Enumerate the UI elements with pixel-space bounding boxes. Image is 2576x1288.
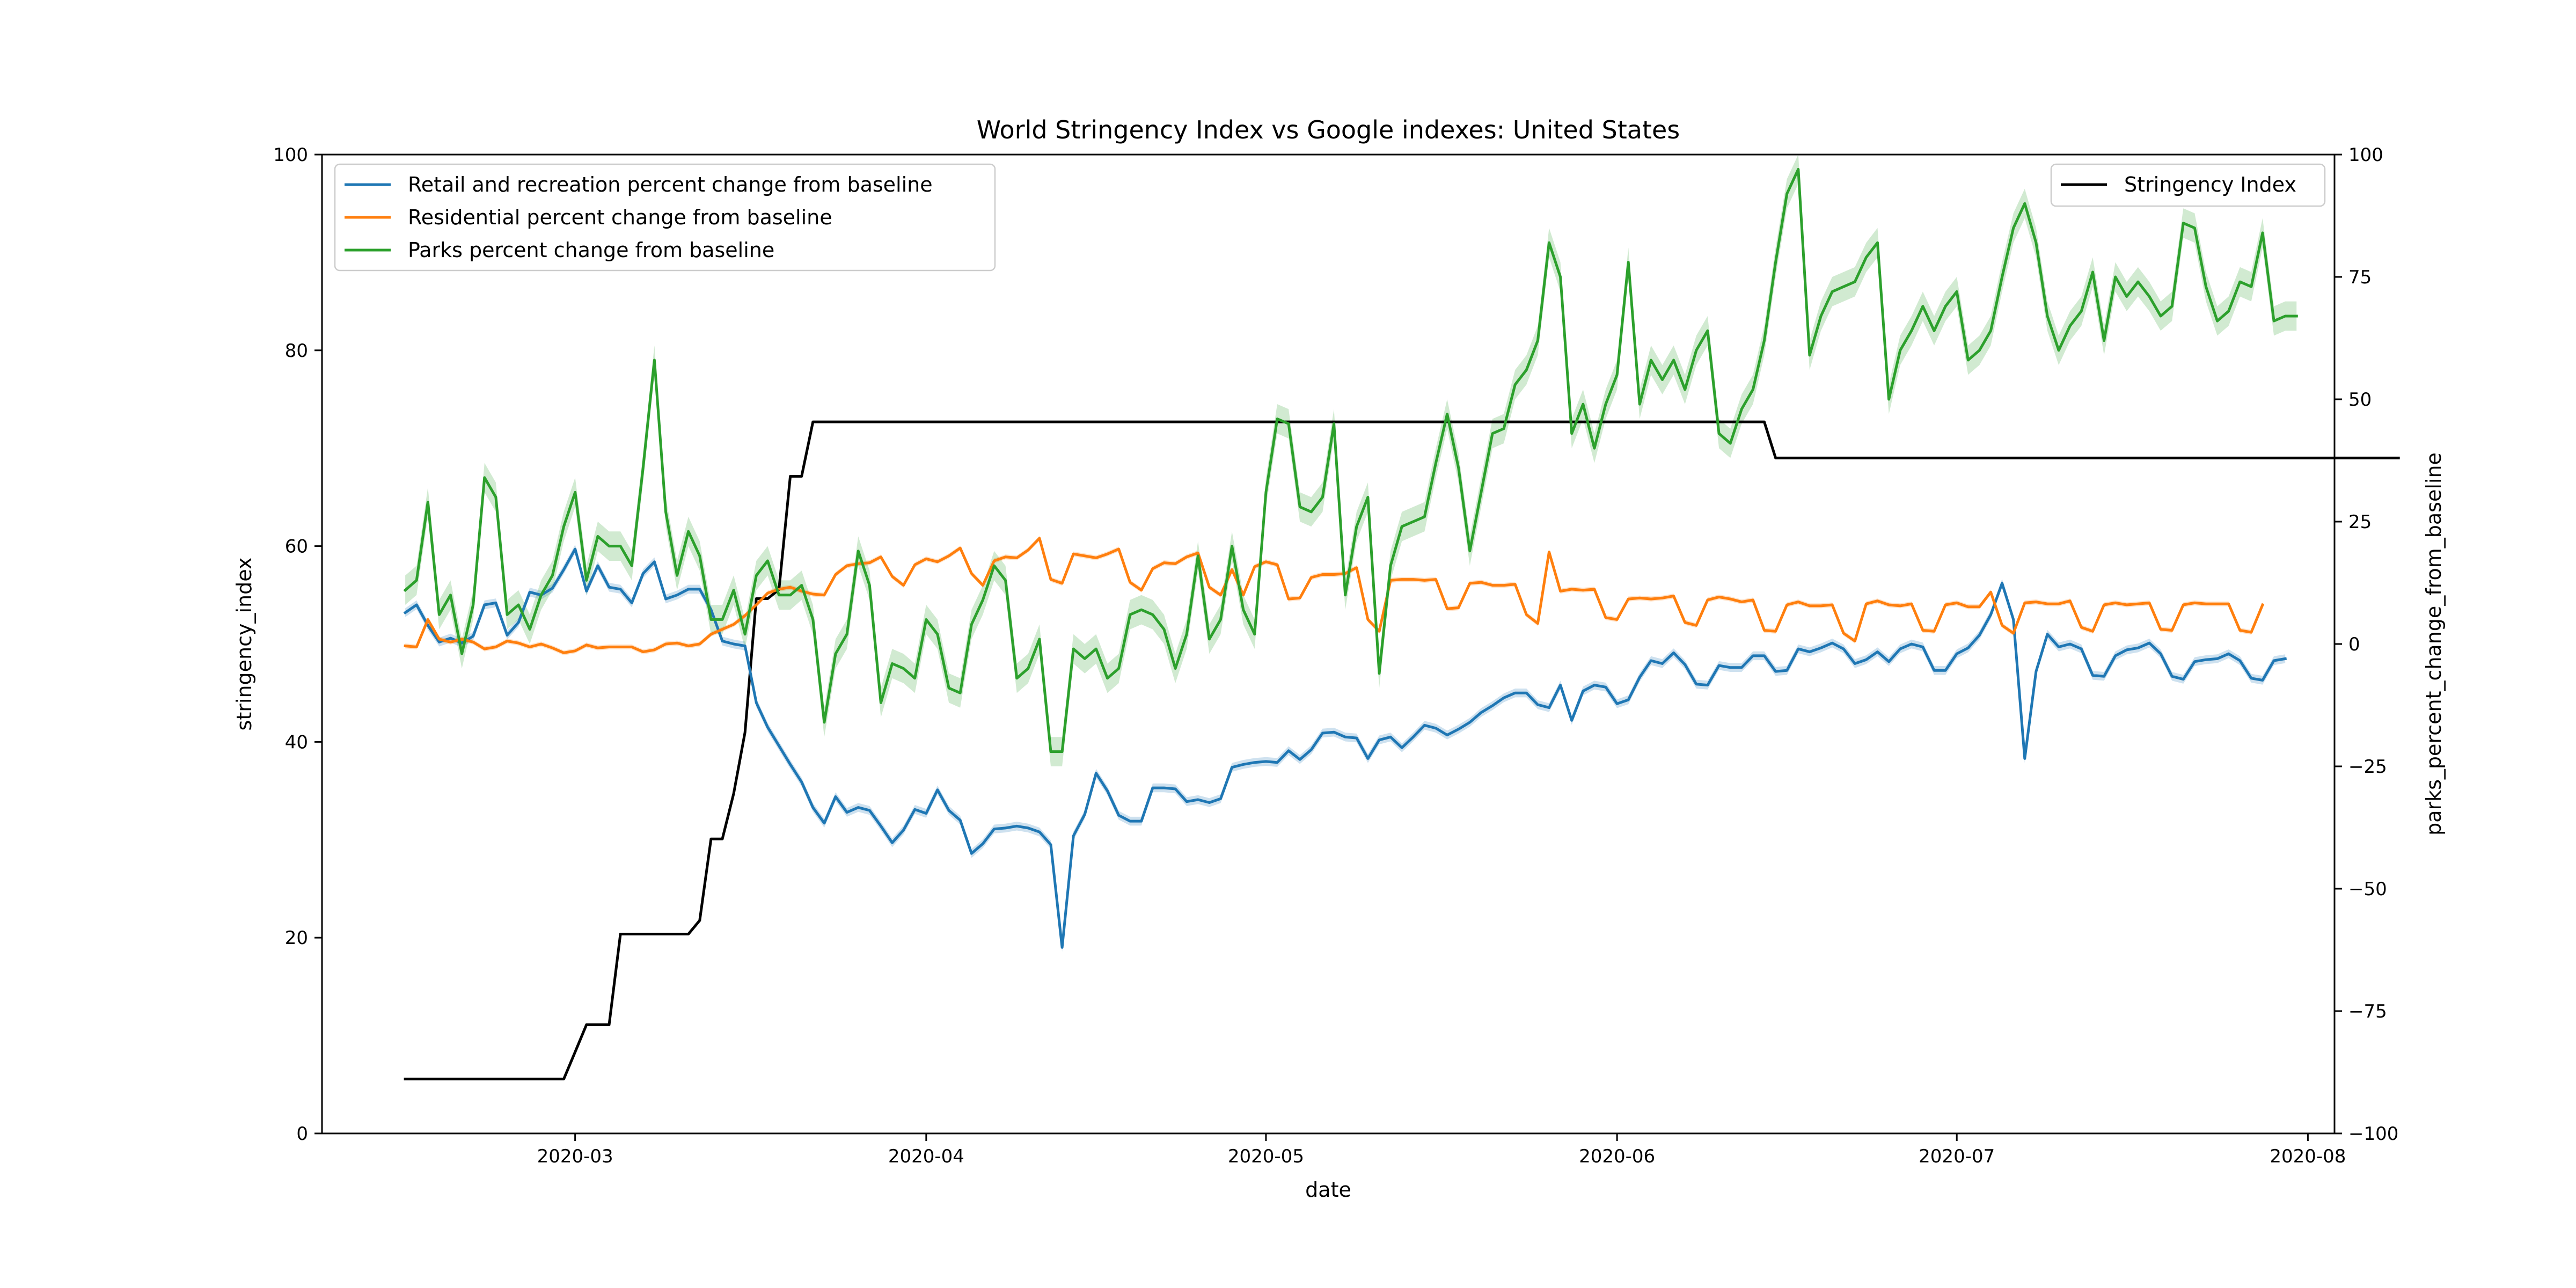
y-left-tick-label: 100 — [273, 144, 308, 166]
legend-right: Stringency Index — [2051, 164, 2325, 206]
x-tick-label: 2020-08 — [2270, 1146, 2346, 1167]
y-right-tick-label: 0 — [2348, 634, 2360, 655]
y-axis-right-title: parks_percent_change_from_baseline — [2422, 452, 2446, 836]
legend-left: Retail and recreation percent change fro… — [335, 164, 995, 270]
y-axis-right: −100 −75 −50 −25 0 25 50 75 100 — [2334, 144, 2398, 1145]
y-right-tick-label: −100 — [2348, 1123, 2398, 1145]
legend-label-residential: Residential percent change from baseline — [408, 206, 832, 229]
y-axis-left-title: stringency_index — [232, 558, 256, 731]
y-left-tick-label: 0 — [296, 1123, 308, 1145]
x-axis: 2020-03 2020-04 2020-05 2020-06 2020-07 2020-… — [537, 1133, 2346, 1167]
x-tick-label: 2020-03 — [537, 1146, 613, 1167]
legend-label-retail: Retail and recreation percent change fro… — [408, 173, 933, 196]
x-tick-label: 2020-05 — [1228, 1146, 1304, 1167]
x-tick-label: 2020-07 — [1919, 1146, 1995, 1167]
y-left-tick-label: 60 — [285, 536, 308, 558]
y-left-tick-label: 20 — [285, 927, 308, 949]
y-right-tick-label: 25 — [2348, 511, 2372, 533]
y-left-tick-label: 40 — [285, 731, 308, 753]
plot-frame — [322, 155, 2334, 1133]
x-tick-label: 2020-04 — [888, 1146, 964, 1167]
y-right-tick-label: −25 — [2348, 756, 2387, 778]
y-left-tick-label: 80 — [285, 340, 308, 362]
legend-label-parks: Parks percent change from baseline — [408, 238, 774, 262]
y-right-tick-label: 50 — [2348, 389, 2372, 411]
chart-title: World Stringency Index vs Google indexes… — [977, 115, 1680, 144]
series-layer — [405, 155, 2398, 1079]
y-right-tick-label: −75 — [2348, 1001, 2387, 1022]
y-right-tick-label: 75 — [2348, 267, 2372, 288]
y-axis-left: 0 20 40 60 80 100 — [273, 144, 322, 1145]
legend-label-stringency: Stringency Index — [2124, 173, 2296, 196]
y-right-tick-label: 100 — [2348, 144, 2383, 166]
x-axis-title: date — [1305, 1178, 1351, 1202]
y-right-tick-label: −50 — [2348, 879, 2387, 900]
x-tick-label: 2020-06 — [1579, 1146, 1655, 1167]
